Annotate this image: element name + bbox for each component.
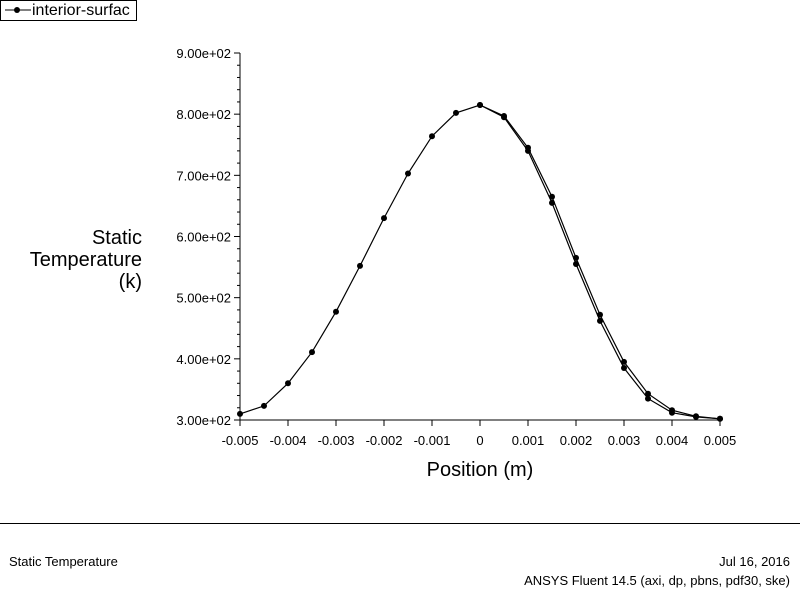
data-point [453,109,459,116]
x-tick-label: -0.004 [270,433,307,448]
data-point [285,380,291,387]
y-tick-label: 9.00e+02 [176,46,231,61]
x-tick-label: 0.002 [560,433,593,448]
x-tick-label: -0.002 [366,433,403,448]
y-tick-label: 3.00e+02 [176,413,231,428]
legend-label: interior-surfac [32,2,130,19]
data-point [405,170,411,177]
data-point [645,390,651,397]
data-point [501,113,507,119]
data-point [597,317,603,324]
series-line [479,104,721,420]
data-point [381,215,387,222]
x-tick-label: 0.004 [656,433,689,448]
y-tick-label: 5.00e+02 [176,291,231,306]
data-point [621,365,627,371]
series-line [239,104,721,420]
x-tick-label: 0 [476,433,483,448]
axes [239,53,720,421]
data-point [669,407,675,414]
x-tick-label: -0.001 [414,433,451,448]
y-axis-title-line-1: Static [92,227,142,249]
data-point [645,395,651,402]
data-point [717,415,723,422]
series-2 [477,102,723,422]
y-axis-ticks: 3.00e+02 4.00e+02 5.00e+02 6.00e+02 7.00e+02… [176,46,240,428]
footer-panel: Static Temperature Jul 16, 2016 ANSYS Fl… [0,523,800,600]
y-tick-label: 7.00e+02 [176,168,231,183]
data-point [261,402,267,409]
x-tick-label: -0.005 [222,433,259,448]
x-tick-label: -0.003 [318,433,355,448]
data-point [309,349,315,356]
footer-date: Jul 16, 2016 [719,554,790,569]
data-point [621,358,627,365]
data-point [573,254,579,261]
y-tick-label: 4.00e+02 [176,352,231,367]
x-tick-label: 0.005 [704,433,737,448]
footer-version: ANSYS Fluent 14.5 (axi, dp, pbns, pdf30,… [524,573,790,588]
data-point [597,311,603,318]
x-tick-label: 0.001 [512,433,545,448]
y-axis-title-line-3: (k) [119,271,142,293]
y-tick-label: 6.00e+02 [176,230,231,245]
footer-quantity: Static Temperature [9,554,118,569]
chart-plot: -0.005 -0.004 -0.003 -0.002 -0.001 0 0.001 0.00… [30,46,737,481]
series-layer [237,102,723,422]
data-point [525,144,531,151]
series-1 [237,102,723,422]
y-tick-label: 8.00e+02 [176,107,231,122]
data-point [477,102,483,108]
data-point [237,410,243,417]
data-point [429,133,435,140]
legend-marker-icon [5,7,31,13]
data-point [357,262,363,269]
legend: interior-surfac [0,0,137,21]
x-tick-label: 0.003 [608,433,641,448]
data-point [333,308,339,315]
x-axis-title: Position (m) [427,459,534,481]
data-point [693,413,699,420]
data-point [549,193,555,200]
x-axis-ticks: -0.005 -0.004 -0.003 -0.002 -0.001 0 0.001 0.00… [222,420,737,448]
y-axis-title-line-2: Temperature [30,249,142,271]
